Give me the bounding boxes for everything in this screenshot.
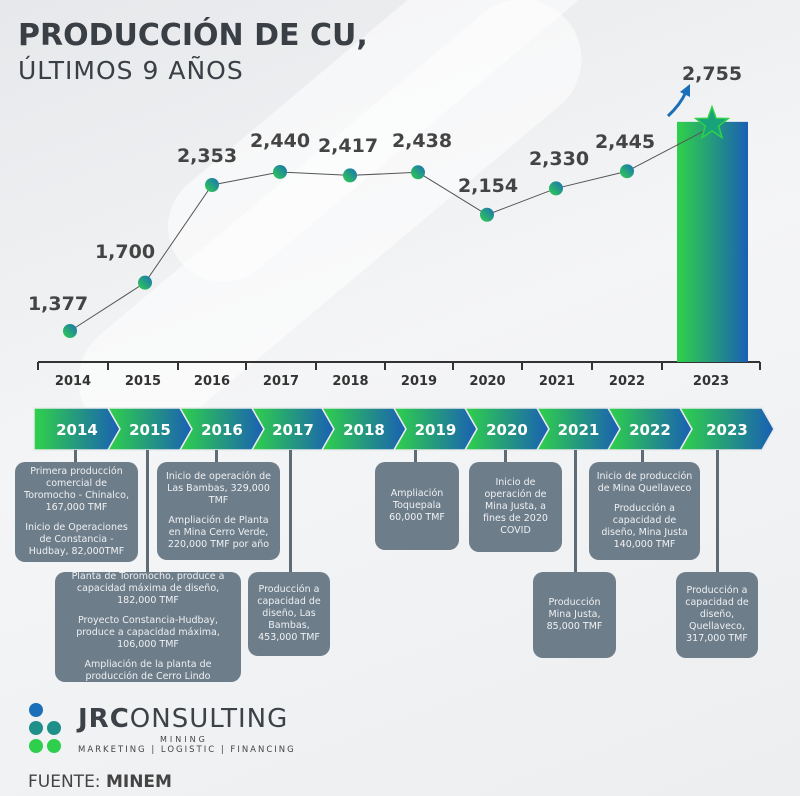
data-point: [138, 275, 152, 290]
event-box-2019: Ampliación Toquepala 60,000 TMF: [375, 462, 459, 550]
data-label: 1,377: [28, 293, 88, 315]
arrow-head: [680, 84, 690, 97]
event-box-2014: Primera producción comercial de Toromoch…: [15, 462, 138, 562]
data-label: 1,700: [95, 241, 155, 263]
title-line2: ÚLTIMOS 9 AÑOS: [18, 56, 244, 85]
data-point: [620, 164, 634, 179]
event-text: Inicio de producción de Mina Quellaveco: [596, 471, 693, 494]
event-text: Ampliación de Planta en Mina Cerro Verde…: [167, 515, 270, 550]
event-box-2022: Inicio de producción de Mina Quellaveco P…: [589, 462, 700, 560]
x-tick-label: 2022: [609, 374, 645, 389]
x-tick-label: 2020: [469, 374, 505, 389]
timeline-year: 2017: [272, 421, 314, 439]
timeline-year: 2019: [415, 421, 457, 439]
event-box-2017: Producción a capacidad de diseño, Las Ba…: [248, 572, 330, 656]
x-tick-label: 2017: [263, 374, 299, 389]
star-icon: [693, 104, 731, 140]
event-text: Producción a capacidad de diseño, Quella…: [685, 585, 749, 644]
connector-line: [574, 450, 577, 572]
connector-line: [74, 450, 77, 462]
data-label: 2,445: [595, 131, 655, 153]
event-text: Inicio de operación de Las Bambas, 329,0…: [165, 471, 272, 506]
brand-name: JRCONSULTING: [78, 704, 289, 734]
timeline-year: 2022: [629, 421, 671, 439]
source: FUENTE: MINEM: [28, 772, 172, 792]
event-text: Producción Mina Justa, 85,000 TMF: [546, 597, 603, 632]
x-tick-label: 2018: [332, 374, 368, 389]
event-text: Inicio de operación de Mina Justa, a fin…: [483, 477, 548, 536]
timeline-year: 2021: [558, 421, 600, 439]
data-label: 2,417: [318, 135, 378, 157]
timeline-segment: [678, 407, 775, 451]
x-tick-label: 2021: [539, 374, 575, 389]
title-line1: PRODUCCIÓN DE CU,: [18, 18, 368, 53]
data-point: [273, 164, 287, 179]
connector-line: [146, 450, 149, 572]
data-label: 2,330: [529, 148, 589, 170]
data-label: 2,353: [177, 145, 237, 167]
connector-line: [414, 450, 417, 462]
data-point: [63, 324, 77, 338]
brand-mining: MINING: [160, 735, 208, 744]
data-label: 2,755: [682, 63, 742, 85]
data-label: 2,440: [250, 130, 310, 152]
series-line: [69, 126, 713, 332]
timeline-year: 2015: [129, 421, 171, 439]
event-text: Planta de Toromocho, produce a capacidad…: [71, 571, 225, 606]
connector-line: [504, 450, 507, 462]
timeline-year: 2018: [343, 421, 385, 439]
timeline-year: 2020: [486, 421, 528, 439]
chart: 2014 2015 2016 2017 2018 2019 2020 2021 2022 2023…: [28, 63, 775, 451]
event-text: Primera producción comercial de Toromoch…: [24, 466, 129, 513]
connector-line: [641, 450, 644, 462]
bar-2023: [677, 121, 748, 362]
connector-line: [289, 450, 292, 572]
event-text: Producción a capacidad de diseño, Las Ba…: [257, 584, 321, 643]
x-tick-label: 2015: [125, 374, 161, 389]
event-box-2020: Inicio de operación de Mina Justa, a fin…: [469, 462, 562, 552]
event-text: Ampliación Toquepala 60,000 TMF: [389, 488, 445, 523]
event-box-2015: Planta de Toromocho, produce a capacidad…: [55, 571, 241, 682]
connector-line: [716, 450, 719, 572]
logo-icon: [29, 703, 61, 753]
connector-line: [215, 450, 218, 462]
data-point: [343, 168, 357, 183]
x-tick-label: 2019: [401, 374, 437, 389]
timeline-year: 2014: [56, 421, 98, 439]
data-point: [480, 207, 494, 222]
event-text: Proyecto Constancia-Hudbay, produce a ca…: [76, 615, 220, 650]
timeline-year: 2016: [201, 421, 243, 439]
timeline-year: 2023: [706, 421, 748, 439]
x-tick-label: 2016: [194, 374, 230, 389]
event-text: Producción a capacidad de diseño, Mina J…: [601, 503, 688, 550]
data-label: 2,154: [458, 175, 518, 197]
event-box-2023: Producción a capacidad de diseño, Quella…: [676, 572, 758, 658]
data-point: [411, 165, 425, 180]
event-box-2016: Inicio de operación de Las Bambas, 329,0…: [157, 462, 280, 560]
data-point: [205, 177, 219, 192]
brand-tagline: MARKETING | LOGISTIC | FINANCING: [78, 745, 296, 755]
x-tick-label: 2014: [55, 374, 91, 389]
event-text: Ampliación de la planta de producción de…: [84, 659, 212, 682]
x-tick-label: 2023: [693, 374, 729, 389]
data-label: 2,438: [392, 130, 452, 152]
event-box-2021: Producción Mina Justa, 85,000 TMF: [533, 572, 616, 658]
event-text: Inicio de Operaciones de Constancia - Hu…: [25, 522, 128, 557]
arrow-up-icon: [666, 91, 688, 118]
data-point: [549, 181, 563, 196]
